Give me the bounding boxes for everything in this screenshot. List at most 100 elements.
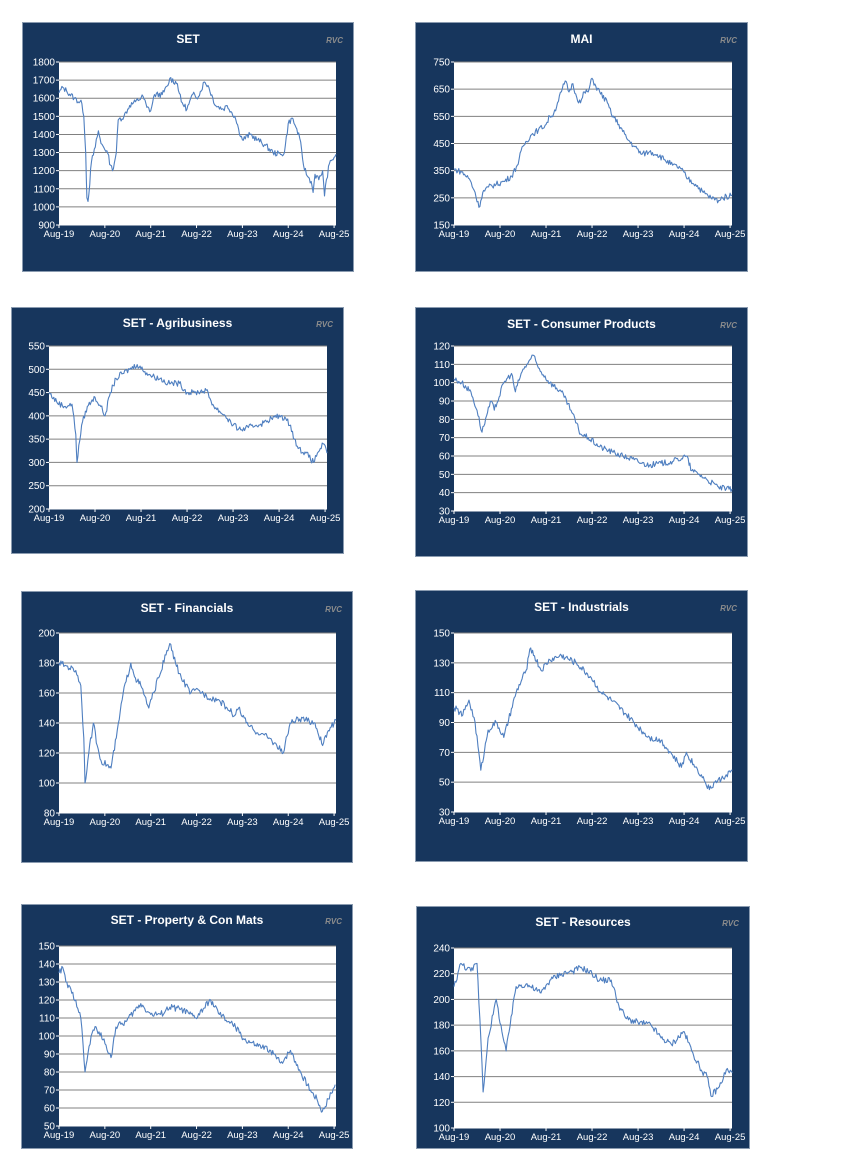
y-tick-label: 500 bbox=[28, 365, 45, 376]
y-tick-label: 120 bbox=[433, 342, 450, 353]
x-tick-label: Aug-19 bbox=[44, 817, 75, 828]
x-tick-label: Aug-23 bbox=[623, 515, 654, 526]
y-tick-label: 120 bbox=[38, 749, 55, 760]
chart-panel-consumer-products: SET - Consumer Products RVC 30 40 50 60 70 80 90… bbox=[415, 307, 748, 557]
x-tick-label: Aug-24 bbox=[273, 229, 304, 240]
x-tick-label: Aug-22 bbox=[181, 1130, 212, 1141]
y-tick-label: 60 bbox=[44, 1104, 56, 1115]
x-tick-label: Aug-23 bbox=[227, 229, 258, 240]
x-tick-label: Aug-22 bbox=[172, 513, 203, 524]
plot-area bbox=[59, 62, 336, 225]
x-tick-label: Aug-19 bbox=[44, 229, 75, 240]
y-tick-label: 130 bbox=[433, 658, 450, 669]
x-tick-label: Aug-24 bbox=[669, 816, 700, 827]
y-tick-label: 90 bbox=[44, 1050, 56, 1061]
x-tick-label: Aug-23 bbox=[623, 1132, 654, 1143]
y-tick-label: 1600 bbox=[33, 94, 56, 105]
y-tick-label: 110 bbox=[434, 360, 450, 371]
y-tick-label: 90 bbox=[439, 397, 451, 408]
x-tick-label: Aug-20 bbox=[90, 817, 121, 828]
x-tick-label: Aug-25 bbox=[715, 816, 746, 827]
chart-svg: 30 50 70 90 110 130 150 Aug-19 Aug-20 Aug-21 Aug-2… bbox=[433, 629, 746, 828]
x-tick-label: Aug-24 bbox=[669, 229, 700, 240]
plot-area bbox=[454, 948, 732, 1128]
series-line bbox=[48, 363, 328, 464]
y-tick-label: 130 bbox=[38, 978, 55, 989]
y-tick-label: 160 bbox=[38, 689, 55, 700]
y-tick-label: 80 bbox=[44, 809, 56, 820]
x-tick-label: Aug-24 bbox=[669, 515, 700, 526]
chart-svg: 80 100 120 140 160 180 200 Aug-19 Aug-20 Aug-21 Au… bbox=[38, 629, 349, 829]
y-tick-label: 300 bbox=[28, 458, 45, 469]
y-tick-label: 60 bbox=[439, 452, 451, 463]
x-tick-label: Aug-20 bbox=[90, 229, 121, 240]
x-tick-label: Aug-21 bbox=[531, 1132, 562, 1143]
chart-svg: 200 250 300 350 400 450 500 550 Aug-19 Aug-20 Aug-… bbox=[28, 342, 340, 525]
y-tick-label: 200 bbox=[28, 505, 45, 516]
x-tick-label: Aug-19 bbox=[44, 1130, 75, 1141]
x-tick-label: Aug-25 bbox=[715, 515, 746, 526]
x-tick-label: Aug-23 bbox=[623, 816, 654, 827]
x-tick-label: Aug-23 bbox=[227, 817, 258, 828]
x-tick-label: Aug-24 bbox=[273, 817, 304, 828]
y-tick-label: 70 bbox=[439, 433, 451, 444]
series-line bbox=[58, 77, 337, 203]
y-tick-label: 80 bbox=[439, 415, 451, 426]
y-tick-label: 100 bbox=[38, 779, 55, 790]
y-tick-label: 1400 bbox=[33, 130, 56, 141]
source-label: RVC bbox=[720, 321, 737, 330]
chart-title: SET - Resources bbox=[535, 915, 631, 929]
chart-title: SET - Agribusiness bbox=[122, 316, 233, 330]
x-tick-label: Aug-19 bbox=[439, 229, 470, 240]
chart-panel-property: SET - Property & Con Mats RVC 50 60 70 80 90 10… bbox=[21, 904, 353, 1149]
y-tick-label: 30 bbox=[439, 808, 451, 819]
y-tick-label: 120 bbox=[433, 1098, 450, 1109]
y-tick-label: 100 bbox=[38, 1032, 55, 1043]
y-tick-label: 50 bbox=[439, 778, 451, 789]
y-tick-label: 450 bbox=[433, 139, 450, 150]
x-tick-label: Aug-23 bbox=[623, 229, 654, 240]
x-tick-label: Aug-23 bbox=[227, 1130, 258, 1141]
y-tick-label: 180 bbox=[433, 1021, 450, 1032]
y-tick-label: 80 bbox=[44, 1068, 56, 1079]
y-tick-label: 70 bbox=[439, 748, 451, 759]
y-tick-label: 110 bbox=[39, 1014, 55, 1025]
y-tick-label: 220 bbox=[433, 969, 450, 980]
chart-panel-financials: SET - Financials RVC 80 100 120 140 160 180 200 A… bbox=[21, 591, 353, 863]
source-label: RVC bbox=[722, 919, 739, 928]
y-tick-label: 40 bbox=[439, 488, 451, 499]
x-tick-label: Aug-21 bbox=[126, 513, 157, 524]
y-tick-label: 100 bbox=[433, 378, 450, 389]
x-tick-label: Aug-21 bbox=[531, 229, 562, 240]
y-tick-label: 1100 bbox=[33, 184, 55, 195]
y-tick-label: 110 bbox=[434, 688, 450, 699]
source-label: RVC bbox=[316, 320, 333, 329]
x-tick-label: Aug-21 bbox=[531, 816, 562, 827]
y-tick-label: 180 bbox=[38, 659, 55, 670]
x-tick-label: Aug-21 bbox=[531, 515, 562, 526]
y-tick-label: 160 bbox=[433, 1046, 450, 1057]
chart-svg: 150 250 350 450 550 650 750 Aug-19 Aug-20 Aug-21 A… bbox=[433, 58, 745, 241]
y-tick-label: 140 bbox=[38, 719, 55, 730]
y-tick-label: 650 bbox=[433, 85, 450, 96]
x-tick-label: Aug-24 bbox=[264, 513, 295, 524]
chart-panel-resources: SET - Resources RVC 100 120 140 160 180 200 220 2… bbox=[416, 906, 750, 1149]
y-tick-label: 150 bbox=[433, 629, 450, 640]
chart-svg: 50 60 70 80 90 100 110 120 130 140 150 Aug-19 Aug-20… bbox=[38, 942, 350, 1142]
y-tick-label: 250 bbox=[433, 193, 450, 204]
source-label: RVC bbox=[720, 604, 737, 613]
y-tick-label: 900 bbox=[38, 221, 55, 232]
y-tick-label: 250 bbox=[28, 481, 45, 492]
x-tick-label: Aug-22 bbox=[577, 1132, 608, 1143]
y-tick-label: 1800 bbox=[33, 58, 56, 69]
x-tick-label: Aug-25 bbox=[319, 1130, 350, 1141]
y-tick-label: 200 bbox=[38, 629, 55, 640]
x-tick-label: Aug-19 bbox=[34, 513, 65, 524]
y-tick-label: 200 bbox=[433, 995, 450, 1006]
series-line bbox=[453, 354, 733, 493]
x-tick-label: Aug-20 bbox=[485, 515, 516, 526]
chart-svg: 100 120 140 160 180 200 220 240 Aug-19 Aug-20 Aug-… bbox=[433, 944, 745, 1144]
y-tick-label: 120 bbox=[38, 996, 55, 1007]
y-tick-label: 90 bbox=[439, 718, 451, 729]
y-tick-label: 1700 bbox=[33, 76, 56, 87]
